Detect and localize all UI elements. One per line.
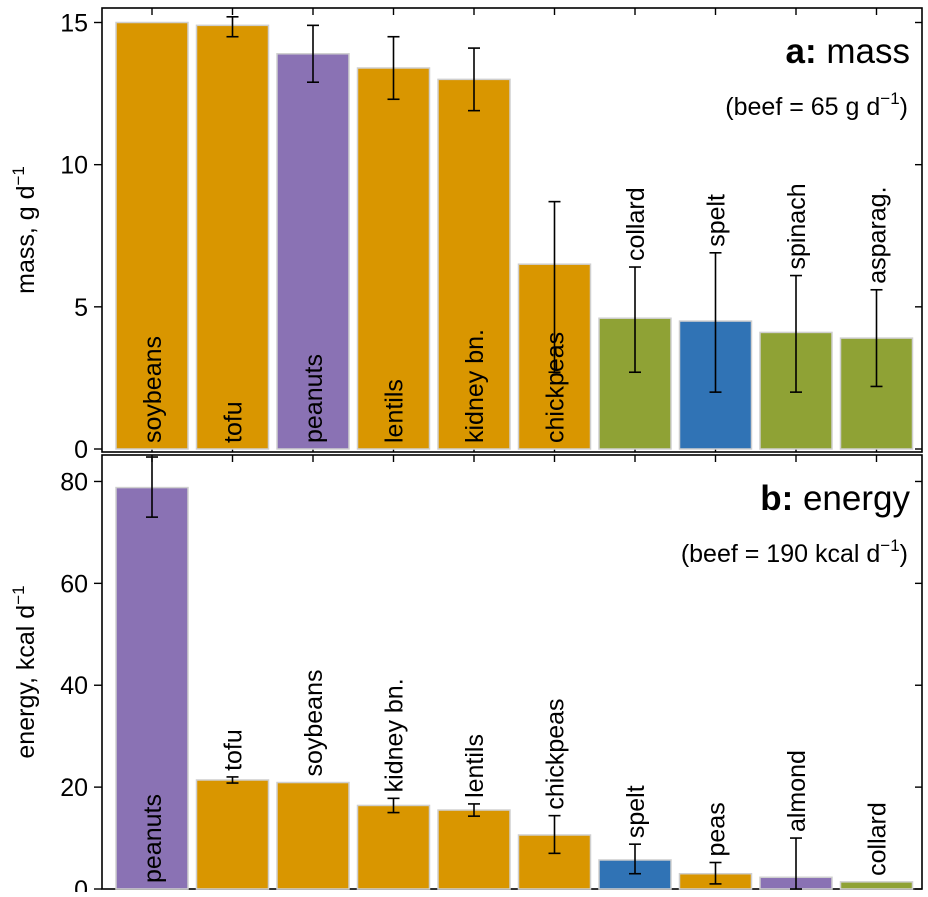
y-tick-label: 0 [74, 436, 88, 464]
bar [195, 779, 270, 890]
panel-title: a: mass [786, 32, 910, 71]
panel-letter: a: [786, 32, 817, 71]
y-tick-label: 80 [60, 468, 88, 496]
category-label: peanuts [139, 794, 167, 883]
bar [195, 24, 270, 450]
panel-subtitle-text: (beef = 190 kcal d [681, 540, 880, 568]
category-label: spelt [703, 194, 731, 247]
category-label: soybeans [300, 670, 328, 777]
panel-subtitle: (beef = 190 kcal d−1) [681, 536, 908, 568]
panel-title-text: energy [803, 479, 911, 518]
y-tick-label: 40 [60, 672, 88, 700]
panel-subtitle-end: ) [900, 93, 908, 121]
y-axis-label-text: energy, kcal d [12, 605, 40, 759]
panel-title-space [817, 32, 827, 71]
panel-subtitle-end: ) [900, 540, 908, 568]
bar [437, 809, 511, 890]
y-tick-label: 0 [74, 876, 88, 892]
y-axis-label-sup: −1 [9, 585, 28, 604]
plot-frame [101, 7, 923, 453]
category-label: almond [783, 750, 811, 832]
category-label: collard [622, 187, 650, 261]
category-label: peas [703, 802, 731, 856]
category-label: spelt [622, 785, 650, 838]
panel-title-space [793, 479, 803, 518]
category-label: collard [864, 802, 892, 876]
category-label: lentils [381, 379, 409, 443]
bar [276, 53, 350, 450]
category-label: soybeans [139, 336, 167, 443]
y-tick-label: 20 [60, 774, 88, 802]
bar [356, 804, 431, 890]
category-label: asparag. [864, 186, 892, 283]
panel-title: b: energy [760, 479, 910, 518]
y-axis-label-text: mass, g d [12, 186, 40, 294]
bar [115, 21, 189, 450]
category-label: chickpeas [542, 698, 570, 809]
category-label: lentils [461, 734, 489, 798]
y-axis-label-sup: −1 [9, 166, 28, 185]
y-axis-label: mass, g d−1 [9, 166, 40, 294]
y-tick-label: 10 [60, 152, 88, 180]
panel-letter: b: [760, 479, 793, 518]
category-label: tofu [220, 401, 248, 443]
category-label: kidney bn. [381, 678, 409, 792]
y-tick-label: 60 [60, 570, 88, 598]
panel-subtitle-text: (beef = 65 g d [725, 93, 880, 121]
category-label: kidney bn. [461, 329, 489, 443]
category-label: tofu [220, 729, 248, 771]
panel-subtitle-sup: −1 [880, 536, 899, 555]
plot-frame [101, 454, 923, 890]
category-label: spinach [783, 183, 811, 269]
panel-subtitle-sup: −1 [880, 89, 899, 108]
bar [356, 67, 431, 450]
bar [115, 486, 189, 890]
panel-subtitle: (beef = 65 g d−1) [725, 89, 908, 121]
category-label: chickpeas [542, 332, 570, 443]
y-tick-label: 5 [74, 294, 88, 322]
panel-title-text: mass [826, 32, 910, 71]
bar [276, 781, 350, 890]
y-tick-label: 15 [60, 10, 88, 38]
bar [839, 881, 914, 890]
category-label: peanuts [300, 354, 328, 443]
bar [437, 78, 511, 450]
y-axis-label: energy, kcal d−1 [9, 585, 40, 758]
